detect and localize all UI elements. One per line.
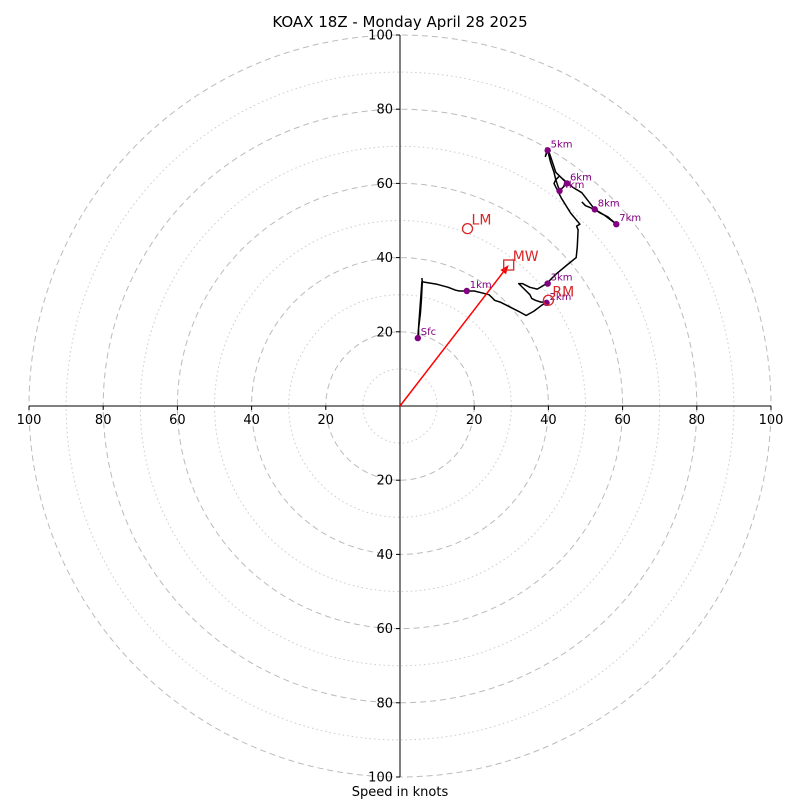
height-label-5km: 5km	[551, 139, 573, 150]
x-tick-label: 20	[466, 413, 483, 428]
storm-motion-marker-MW	[503, 259, 515, 271]
x-tick-label: 40	[540, 413, 557, 428]
x-tick-label: 60	[614, 413, 631, 428]
chart-title: KOAX 18Z - Monday April 28 2025	[272, 13, 527, 31]
height-label-3km: 3km	[551, 273, 573, 284]
height-marker-8km	[591, 206, 598, 213]
y-tick-label: 80	[376, 696, 393, 711]
height-marker-5km	[544, 147, 551, 154]
height-label-7km: 7km	[619, 213, 641, 224]
height-label-Sfc: Sfc	[421, 327, 436, 338]
storm-motion-label-MW: MW	[513, 249, 539, 265]
height-label-1km: 1km	[470, 280, 492, 291]
y-tick-label: 20	[376, 474, 393, 489]
y-tick-label: 40	[376, 251, 393, 266]
y-tick-label: 100	[368, 771, 393, 786]
x-tick-label: 80	[689, 413, 706, 428]
storm-motion-marker-LM	[461, 223, 474, 235]
height-label-6km: 6km	[570, 172, 592, 183]
storm-motion-marker-RM	[542, 294, 555, 306]
x-tick-label: 100	[17, 413, 42, 428]
y-tick-label: 80	[376, 103, 393, 118]
mean-wind-arrow-shaft	[399, 271, 504, 407]
y-tick-label: 40	[376, 548, 393, 563]
height-marker-1km	[463, 287, 470, 295]
y-tick-label: 60	[376, 622, 393, 637]
height-marker-Sfc	[414, 334, 422, 342]
x-tick-label: 80	[95, 413, 112, 428]
height-marker-6km	[563, 180, 571, 187]
x-tick-label: 40	[243, 413, 260, 428]
tick-labels: 20 20 20 20 40 40 40 40 60 60 60 60 80 80 80 80 100 100 10…	[17, 29, 784, 786]
storm-motion-markers: LM MW RM	[461, 213, 574, 306]
x-tick-label: 20	[318, 413, 335, 428]
y-tick-label: 20	[376, 325, 393, 340]
height-marker-7km	[613, 221, 620, 228]
height-label-4km: 4km	[563, 180, 585, 191]
y-tick-label: 100	[368, 29, 393, 44]
height-marker-4km	[556, 187, 563, 195]
height-markers: Sfc 1km 2km 3km 4km 5km 6km 7km 8km	[414, 139, 641, 342]
y-tick-label: 60	[376, 177, 393, 192]
storm-motion-label-RM: RM	[552, 284, 574, 300]
x-axis-label: Speed in knots	[352, 785, 449, 800]
height-label-8km: 8km	[598, 198, 620, 209]
x-tick-label: 100	[759, 413, 784, 428]
height-label-2km: 2km	[550, 292, 572, 303]
height-marker-3km	[544, 280, 551, 287]
storm-motion-label-LM: LM	[472, 213, 492, 229]
x-tick-label: 60	[169, 413, 186, 428]
